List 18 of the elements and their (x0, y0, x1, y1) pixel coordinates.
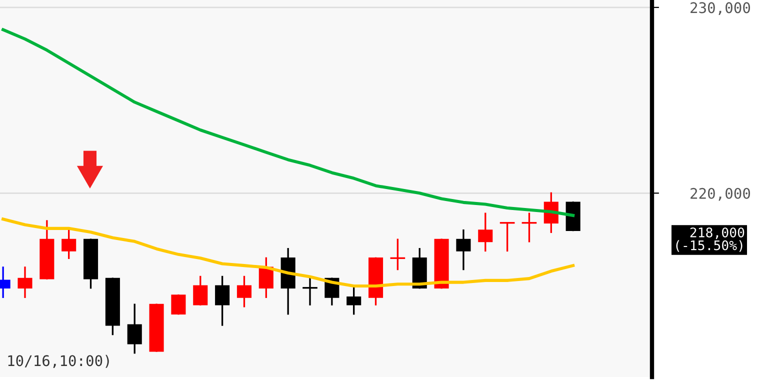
candlestick (522, 212, 537, 242)
annotation: 10/16,10:00) (8, 354, 109, 368)
candlestick (302, 276, 318, 306)
candlestick (215, 276, 230, 326)
candlestick (390, 238, 406, 270)
candlestick (346, 285, 362, 315)
candlestick (500, 222, 515, 252)
candlestick (18, 266, 32, 298)
candlestick (456, 229, 471, 270)
candlestick (478, 212, 493, 252)
text: 218,000 (-15.50%) (676, 227, 744, 252)
candlestick (127, 304, 142, 354)
candlestick (236, 276, 252, 308)
y-tick-label: 230,000 (690, 2, 750, 16)
candlestick (62, 229, 76, 259)
candlestick (171, 294, 186, 315)
candlestick (193, 276, 208, 306)
y-tick-label: 220,000 (690, 188, 750, 201)
